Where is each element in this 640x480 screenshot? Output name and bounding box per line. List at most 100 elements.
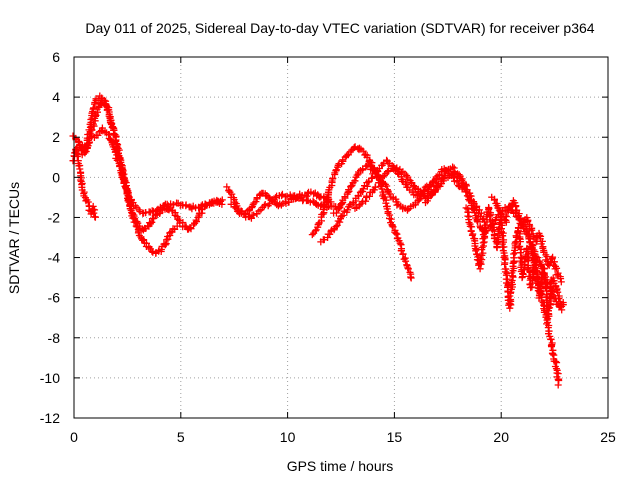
data-point-marker [432,186,439,194]
data-point-marker [304,190,312,197]
data-point-marker [87,116,95,123]
x-tick-label: 10 [280,429,296,445]
data-point-marker [194,214,202,221]
data-point-marker [502,213,510,221]
data-point-marker [76,165,84,173]
data-point-marker [387,215,395,223]
data-point-marker [337,200,345,208]
data-point-marker [399,250,407,258]
data-point-marker [355,192,363,200]
data-point-marker [525,235,533,243]
data-point-marker [462,204,470,212]
y-tick-label: 0 [52,169,60,185]
data-point-marker [157,246,165,253]
data-point-marker [550,258,558,266]
data-point-marker [474,218,482,226]
data-point-marker [73,153,81,160]
data-point-marker [453,171,461,179]
x-tick-label: 20 [493,429,509,445]
data-point-marker [308,231,316,239]
data-point-marker [186,224,194,232]
data-point-marker [120,179,128,187]
data-point-marker [478,244,486,251]
y-tick-label: -10 [40,370,60,386]
data-point-marker [116,163,124,170]
data-point-marker [403,172,411,179]
data-point-marker [253,195,261,203]
data-point-marker [553,264,561,272]
data-point-marker [140,236,148,244]
data-point-marker [358,199,366,207]
data-point-marker [87,130,95,138]
data-point-marker [379,173,387,181]
data-point-marker [339,212,347,219]
data-point-marker [381,193,389,201]
data-point-marker [161,241,169,249]
data-point-marker [75,162,83,170]
data-point-marker [372,183,379,191]
data-point-marker [359,185,367,193]
data-point-marker [335,205,343,213]
data-point-marker [84,198,92,206]
data-point-marker [507,296,515,303]
x-axis-label: GPS time / hours [287,458,394,474]
data-point-marker [266,200,273,208]
data-point-marker [320,209,328,217]
series-trace-1 [69,144,99,221]
data-point-marker [501,268,509,276]
data-point-marker [90,209,98,217]
data-point-marker [388,222,396,230]
data-point-marker [503,275,511,283]
data-point-marker [336,204,343,212]
data-point-marker [486,212,494,220]
data-point-marker [428,190,436,198]
data-point-marker [228,190,236,198]
data-point-marker [396,239,404,247]
data-point-marker [394,169,402,177]
data-point-marker [499,232,507,240]
data-point-marker [163,236,170,244]
x-tick-label: 25 [600,429,616,445]
y-tick-label: -2 [48,209,61,225]
data-point-marker [398,247,405,255]
data-point-marker [381,180,389,188]
data-point-marker [495,206,503,214]
data-point-marker [449,163,457,171]
data-point-marker [392,229,400,237]
data-point-marker [314,220,322,228]
y-tick-label: -8 [48,330,61,346]
data-point-marker [356,144,363,152]
data-point-marker [187,225,195,233]
data-point-marker [153,206,161,214]
y-tick-label: 2 [52,129,60,145]
data-point-marker [393,164,401,172]
data-point-marker [218,196,226,204]
data-point-marker [526,238,534,246]
data-point-marker [332,209,340,217]
axis-ticks [73,56,609,419]
data-point-marker [166,229,174,236]
data-point-marker [385,167,393,175]
data-point-marker [482,221,490,229]
data-point-marker [148,247,156,255]
data-point-marker [405,265,412,273]
data-point-marker [510,250,518,258]
data-point-marker [538,297,546,305]
data-point-marker [94,131,102,139]
data-point-marker [332,223,340,231]
data-series [69,92,567,389]
data-point-marker [548,343,555,351]
data-point-marker [450,168,458,176]
data-point-marker [351,177,359,185]
data-point-marker [82,148,90,155]
data-point-marker [428,178,436,186]
y-tick-label: 4 [52,89,60,105]
data-point-marker [463,192,471,200]
data-point-marker [472,247,480,255]
y-tick-label: 6 [52,49,60,65]
data-point-marker [415,196,423,204]
data-point-marker [197,202,205,210]
data-point-marker [546,293,554,301]
data-point-marker [516,238,524,246]
